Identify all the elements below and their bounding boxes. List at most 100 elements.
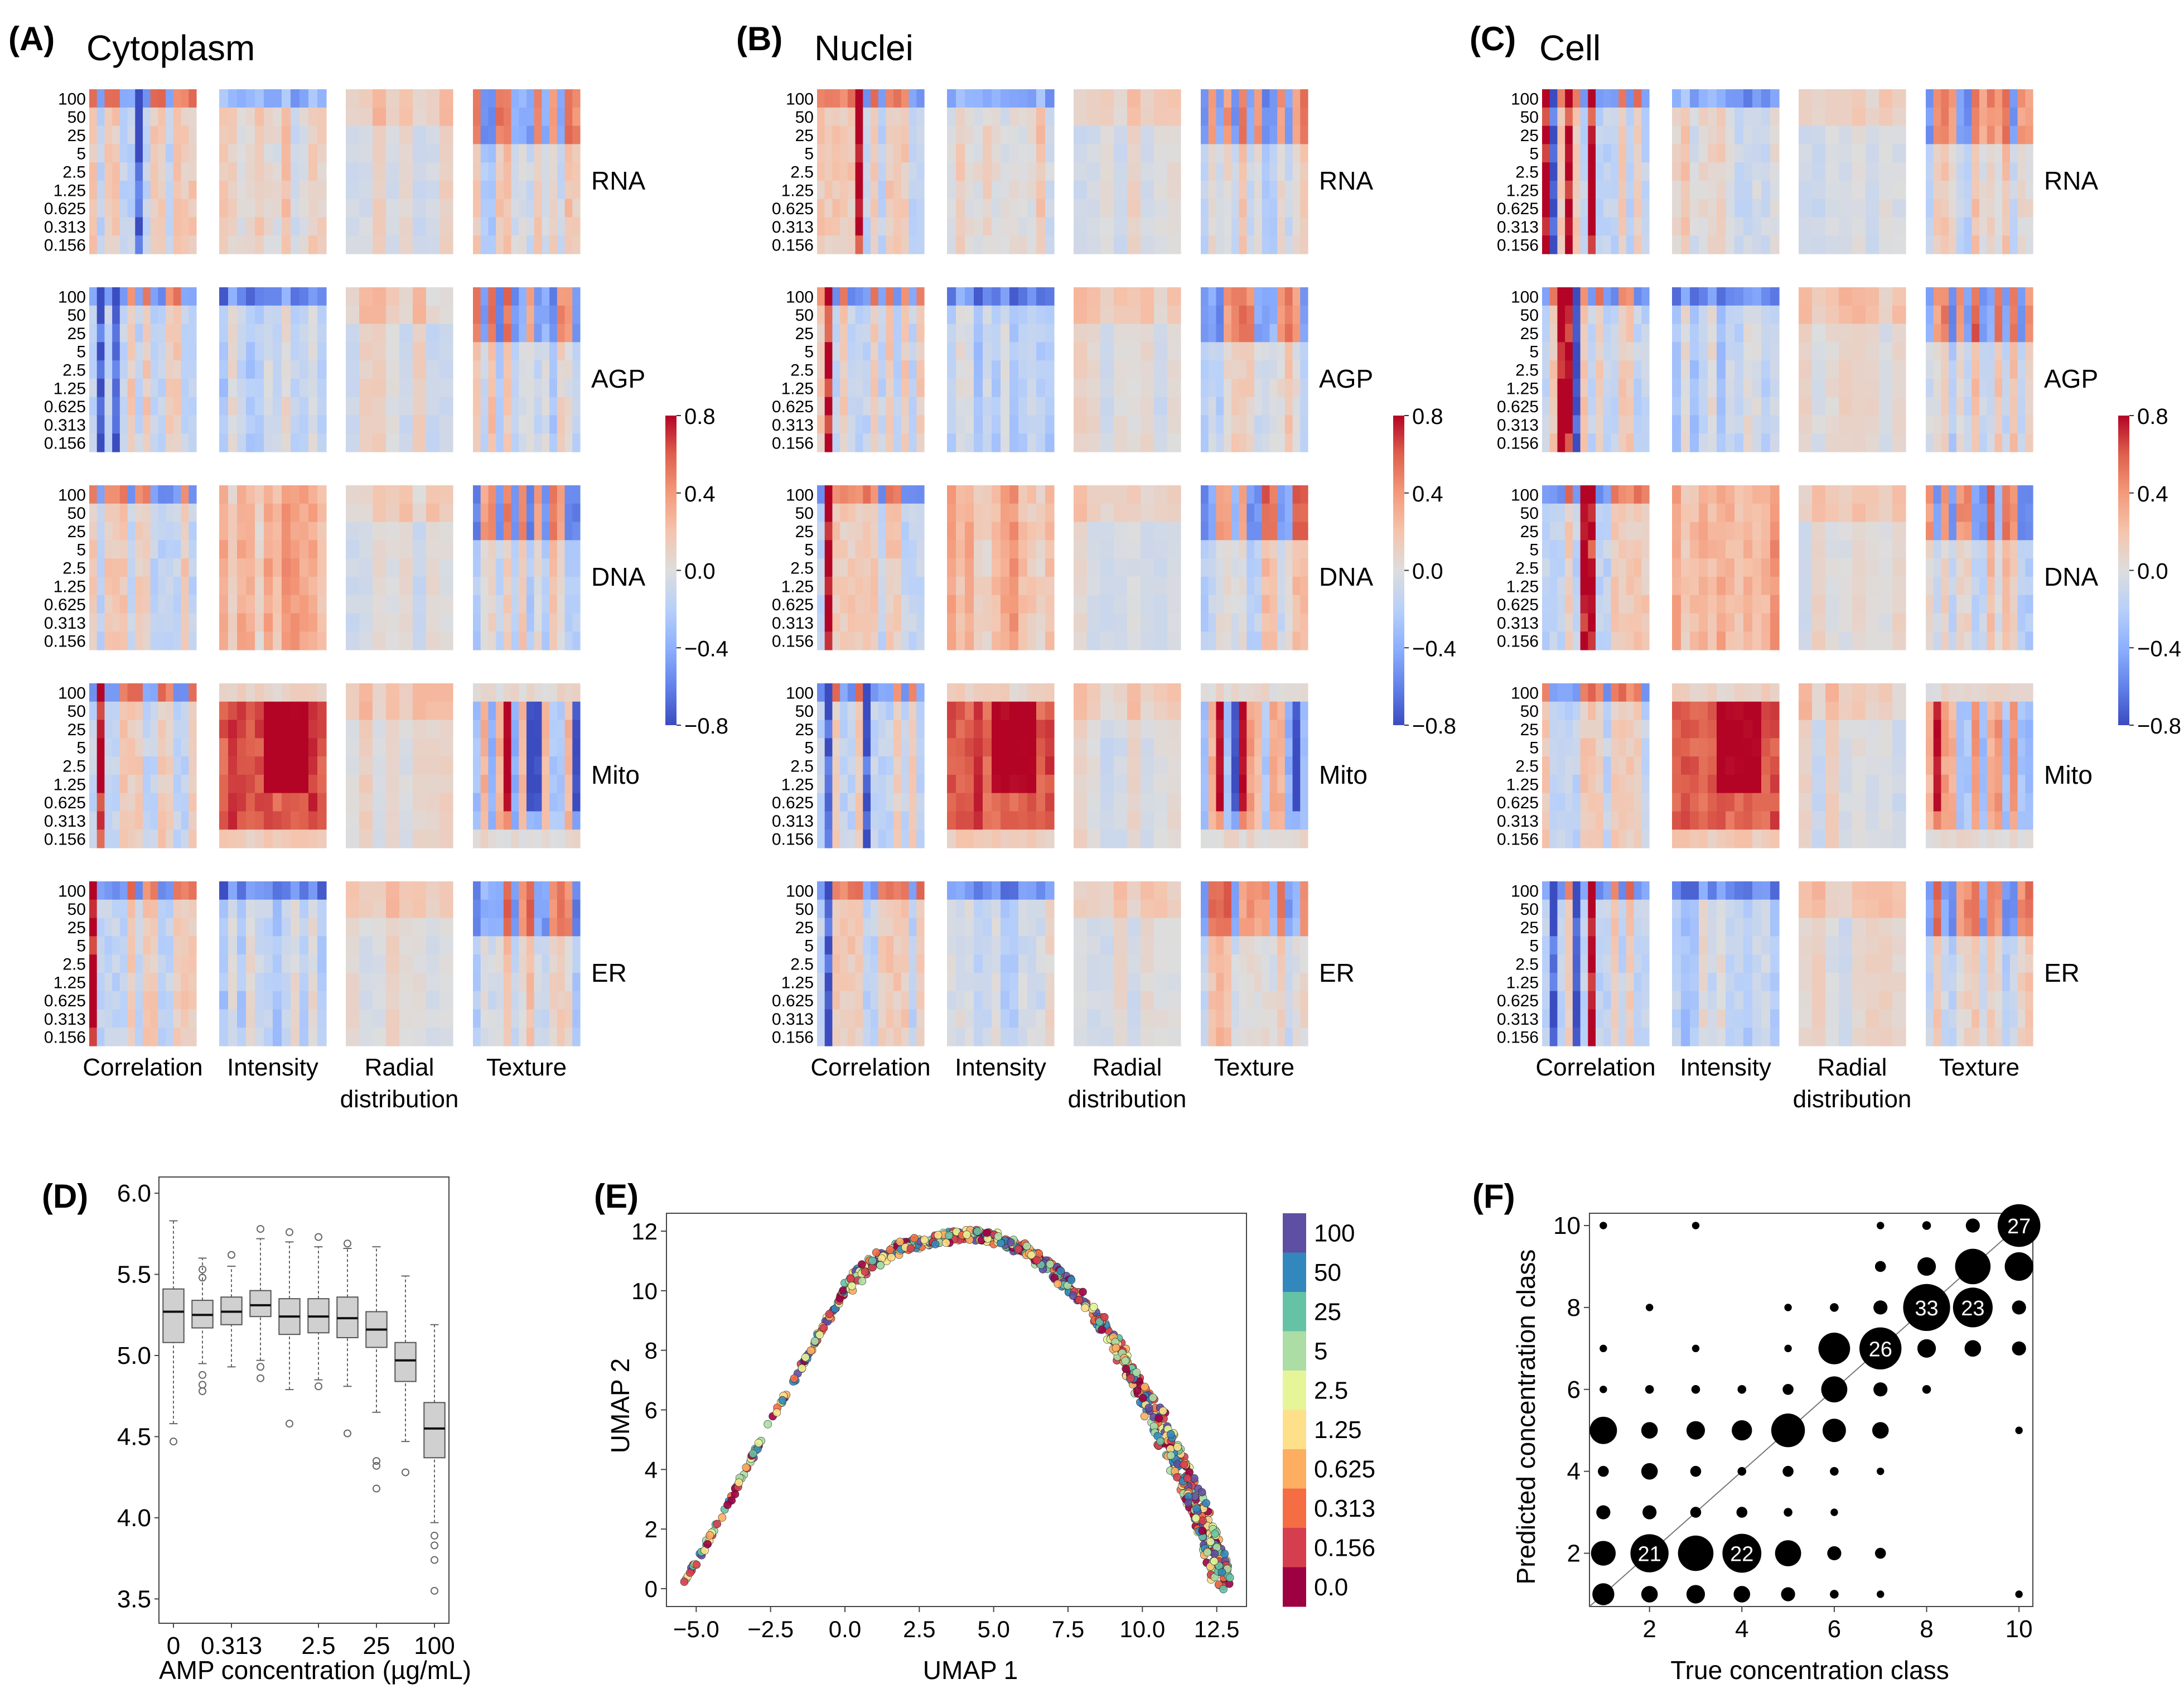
heatmap-cell — [1074, 485, 1088, 504]
heatmap-cell — [893, 89, 902, 108]
heatmap-cell — [96, 899, 105, 919]
heatmap-cell — [564, 954, 573, 973]
heatmap-cell — [572, 558, 581, 577]
heatmap-cell — [526, 199, 535, 218]
heatmap-cell — [1167, 881, 1181, 900]
heatmap-cell — [255, 360, 264, 379]
heatmap-cell — [1626, 144, 1635, 163]
heatmap-cell — [916, 217, 925, 236]
heatmap-cell — [557, 342, 566, 361]
heatmap-cell — [1201, 899, 1209, 919]
heatmap-cell — [104, 881, 113, 900]
heatmap-cell — [1036, 522, 1046, 541]
heatmap-cell — [1681, 217, 1690, 236]
heatmap-cell — [189, 829, 197, 848]
heatmap-cell — [1027, 287, 1037, 306]
heatmap-cell — [847, 972, 856, 992]
heatmap-cell — [173, 793, 182, 812]
heatmap-cell — [96, 558, 105, 577]
heatmap-cell — [150, 936, 159, 955]
heatmap-cell — [893, 918, 902, 937]
heatmap-cell — [189, 324, 197, 343]
panel-letter-c: (C) — [1470, 20, 1516, 57]
heatmap-cell — [1269, 595, 1278, 614]
heatmap-cell — [158, 107, 166, 127]
heatmap-cell — [143, 811, 151, 830]
heatmap-cell — [386, 503, 400, 523]
heatmap-cell — [473, 180, 481, 200]
heatmap-cell — [127, 774, 136, 794]
heatmap-cell — [916, 378, 925, 398]
heatmap-cell — [282, 829, 291, 848]
heatmap-cell — [373, 738, 386, 757]
heatmap-cell — [1262, 378, 1270, 398]
heatmap-cell — [1100, 217, 1114, 236]
heatmap-cell — [871, 144, 879, 163]
heatmap-cell — [1926, 89, 1934, 108]
heatmap-cell — [496, 217, 504, 236]
heatmap-cell — [1045, 324, 1055, 343]
heatmap-cell — [119, 217, 128, 236]
heatmap-cell — [542, 558, 550, 577]
heatmap-cell — [135, 738, 143, 757]
heatmap-cell — [992, 738, 1001, 757]
heatmap-cell — [1839, 89, 1853, 108]
heatmap-cell — [291, 433, 300, 452]
heatmap-cell — [237, 378, 247, 398]
heatmap-cell — [871, 287, 879, 306]
heatmap-cell — [359, 378, 373, 398]
heatmap-cell — [473, 360, 481, 379]
heatmap-cell — [496, 756, 504, 775]
heatmap-cell — [426, 954, 440, 973]
heatmap-cell — [1588, 107, 1596, 127]
heatmap-cell — [916, 126, 925, 144]
heatmap-cell — [386, 701, 400, 721]
heatmap-cell — [399, 936, 413, 955]
heatmap-cell — [965, 305, 974, 325]
heatmap-cell — [1690, 217, 1699, 236]
heatmap-cell — [983, 107, 992, 127]
heatmap-cell — [824, 899, 833, 919]
heatmap-cell — [893, 485, 902, 504]
heatmap-cell — [386, 829, 400, 848]
heatmap-cell — [534, 1028, 543, 1046]
heatmap-cell — [1254, 774, 1263, 794]
concentration-label: 100 — [58, 882, 86, 900]
heatmap-cell — [1018, 287, 1028, 306]
heatmap-cell — [1208, 683, 1217, 702]
heatmap-cell — [1045, 613, 1055, 632]
heatmap-cell — [1074, 235, 1088, 254]
heatmap-cell — [878, 774, 887, 794]
heatmap-cell — [901, 720, 910, 739]
heatmap-cell — [1074, 1009, 1088, 1028]
heatmap-cell — [564, 180, 573, 200]
heatmap-cell — [1292, 342, 1301, 361]
heatmap-cell — [273, 107, 282, 127]
heatmap-cell — [439, 342, 453, 361]
heatmap-cell — [909, 397, 917, 416]
heatmap-cell — [974, 107, 983, 127]
heatmap-cell — [1216, 793, 1224, 812]
heatmap-cell — [1009, 701, 1019, 721]
concentration-label: 100 — [786, 684, 814, 702]
heatmap-cell — [519, 522, 527, 541]
heatmap-cell — [549, 162, 558, 181]
heatmap-cell — [158, 485, 166, 504]
heatmap-cell — [228, 378, 238, 398]
heatmap-cell — [135, 397, 143, 416]
heatmap-cell — [264, 199, 273, 218]
heatmap-cell — [519, 774, 527, 794]
heatmap-cell — [1269, 305, 1278, 325]
heatmap-cell — [1009, 683, 1019, 702]
heatmap-cell — [871, 235, 879, 254]
heatmap-cell — [1231, 180, 1240, 200]
heatmap-cell — [1964, 180, 1972, 200]
heatmap-cell — [956, 360, 965, 379]
heatmap-cell — [1641, 144, 1650, 163]
heatmap-cell — [1036, 972, 1046, 992]
heatmap-cell — [824, 485, 833, 504]
heatmap-cell — [1001, 595, 1010, 614]
concentration-label: 0.156 — [44, 435, 86, 453]
heatmap-cell — [534, 342, 543, 361]
heatmap-cell — [386, 558, 400, 577]
